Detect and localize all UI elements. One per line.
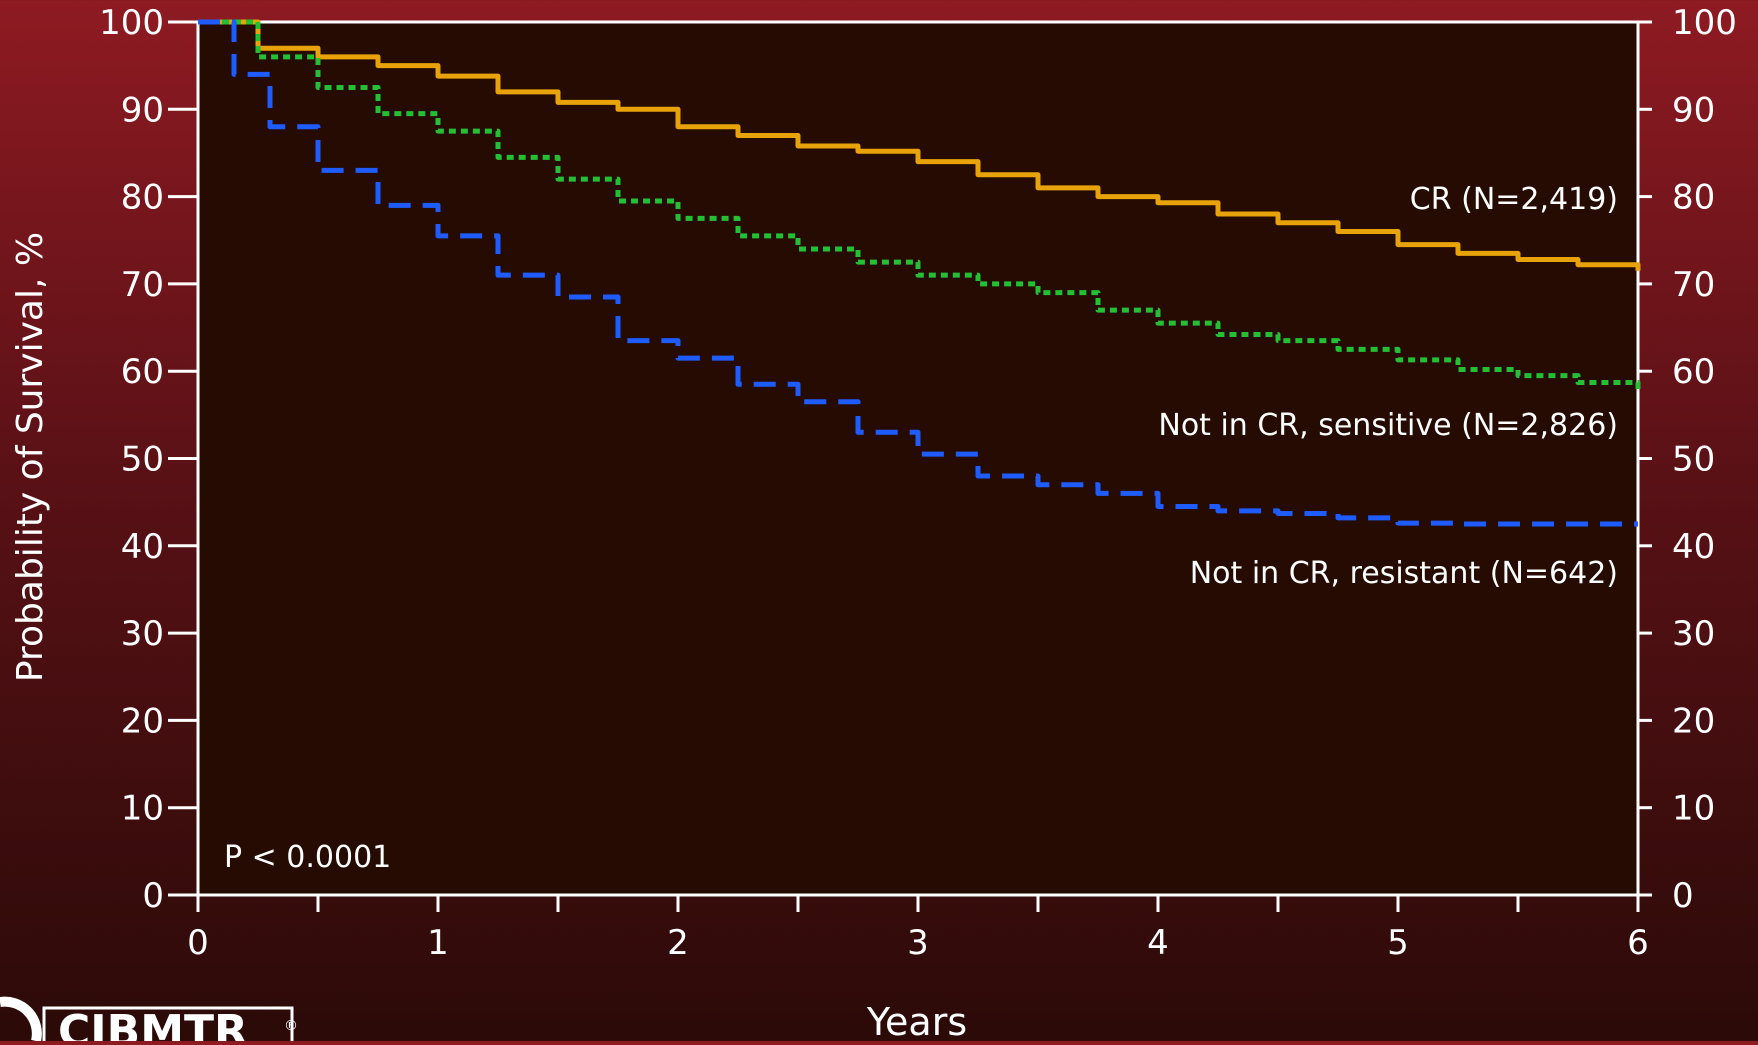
x-tick-label: 3 [907,923,929,963]
y-tick-label-left: 30 [121,614,164,654]
y-tick-label-right: 30 [1672,614,1715,654]
y-tick-label-right: 80 [1672,178,1715,218]
x-tick-label: 6 [1627,923,1649,963]
series-line-cr [198,19,1641,271]
y-tick-label-right: 70 [1672,265,1715,305]
logo-box [42,1006,294,1045]
y-tick-label-left: 0 [142,876,164,916]
plot-area [198,22,1638,895]
y-tick-label-left: 50 [121,440,164,480]
y-tick-label-left: 70 [121,265,164,305]
y-tick-label-right: 0 [1672,876,1694,916]
y-tick-label-right: 10 [1672,789,1715,829]
series-label-not-in-cr-sensitive: Not in CR, sensitive (N=2,826) [1158,408,1618,443]
y-tick-label-right: 50 [1672,440,1715,480]
x-tick-label: 0 [187,923,209,963]
y-axis-label: Probability of Survival, % [10,232,51,682]
y-tick-label-left: 10 [121,789,164,829]
series-label-not-in-cr-resistant: Not in CR, resistant (N=642) [1190,556,1618,591]
logo-text: CIBMTR [58,1006,248,1041]
y-tick-label-right: 60 [1672,352,1715,392]
series-line-not-in-cr-sensitive [198,19,1641,394]
y-tick-label-left: 100 [99,3,164,43]
logo-registered-mark: ® [284,1018,298,1034]
logo-emblem-icon [0,996,42,1043]
x-tick-label: 1 [427,923,449,963]
y-tick-label-right: 100 [1672,3,1737,43]
y-tick-label-left: 80 [121,178,164,218]
y-tick-label-left: 20 [121,701,164,741]
p-value-annotation: P < 0.0001 [224,840,391,875]
y-tick-label-left: 90 [121,90,164,130]
y-tick-label-right: 20 [1672,701,1715,741]
y-tick-label-right: 40 [1672,527,1715,567]
y-tick-label-left: 60 [121,352,164,392]
x-axis-label: Years [866,1000,967,1041]
y-tick-label-left: 40 [121,527,164,567]
y-tick-label-right: 90 [1672,90,1715,130]
series-label-cr: CR (N=2,419) [1410,182,1618,217]
series-line-not-in-cr-resistant [198,19,1638,527]
cibmtr-logo: CIBMTR ® [0,996,298,1045]
x-tick-label: 2 [667,923,689,963]
x-tick-label: 4 [1147,923,1169,963]
x-tick-label: 5 [1387,923,1409,963]
